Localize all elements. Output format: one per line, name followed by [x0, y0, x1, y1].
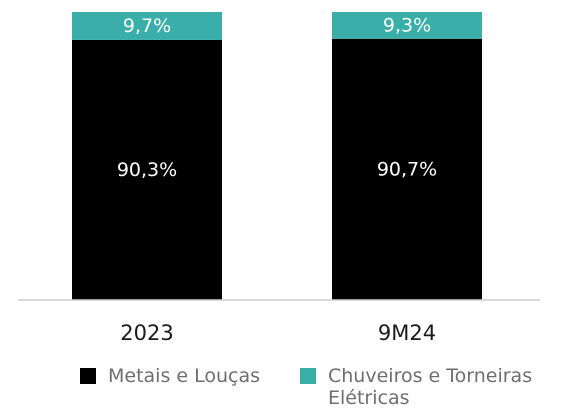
legend-swatch-metais — [80, 368, 96, 384]
bar-segment-chuveiros-9m24 — [332, 12, 482, 39]
data-label-chuveiros-9m24: 9,3% — [383, 14, 431, 36]
stacked-bar-chart: 90,3% 9,7% 90,7% 9,3% 2023 9M24 — [18, 12, 540, 345]
bar-segment-metais-9m24 — [332, 38, 482, 301]
data-label-chuveiros-2023: 9,7% — [123, 15, 171, 37]
legend-label-chuveiros: Chuveiros e Torneiras Elétricas — [328, 365, 533, 409]
category-labels: 2023 9M24 — [120, 321, 436, 345]
legend-item-metais: Metais e Louças — [80, 365, 260, 387]
category-label-9m24: 9M24 — [378, 321, 436, 345]
legend-item-chuveiros: Chuveiros e Torneiras Elétricas — [300, 365, 560, 409]
legend: Metais e Louças Chuveiros e Torneiras El… — [80, 365, 561, 410]
data-label-metais-9m24: 90,7% — [377, 158, 437, 180]
category-label-2023: 2023 — [120, 321, 173, 345]
legend-label-metais: Metais e Louças — [108, 365, 261, 387]
bar-segment-metais-2023 — [72, 39, 222, 300]
legend-swatch-chuveiros — [300, 368, 316, 384]
data-label-metais-2023: 90,3% — [117, 159, 177, 181]
bars-group: 90,3% 9,7% 90,7% 9,3% — [72, 12, 482, 301]
bar-segment-chuveiros-2023 — [72, 12, 222, 40]
